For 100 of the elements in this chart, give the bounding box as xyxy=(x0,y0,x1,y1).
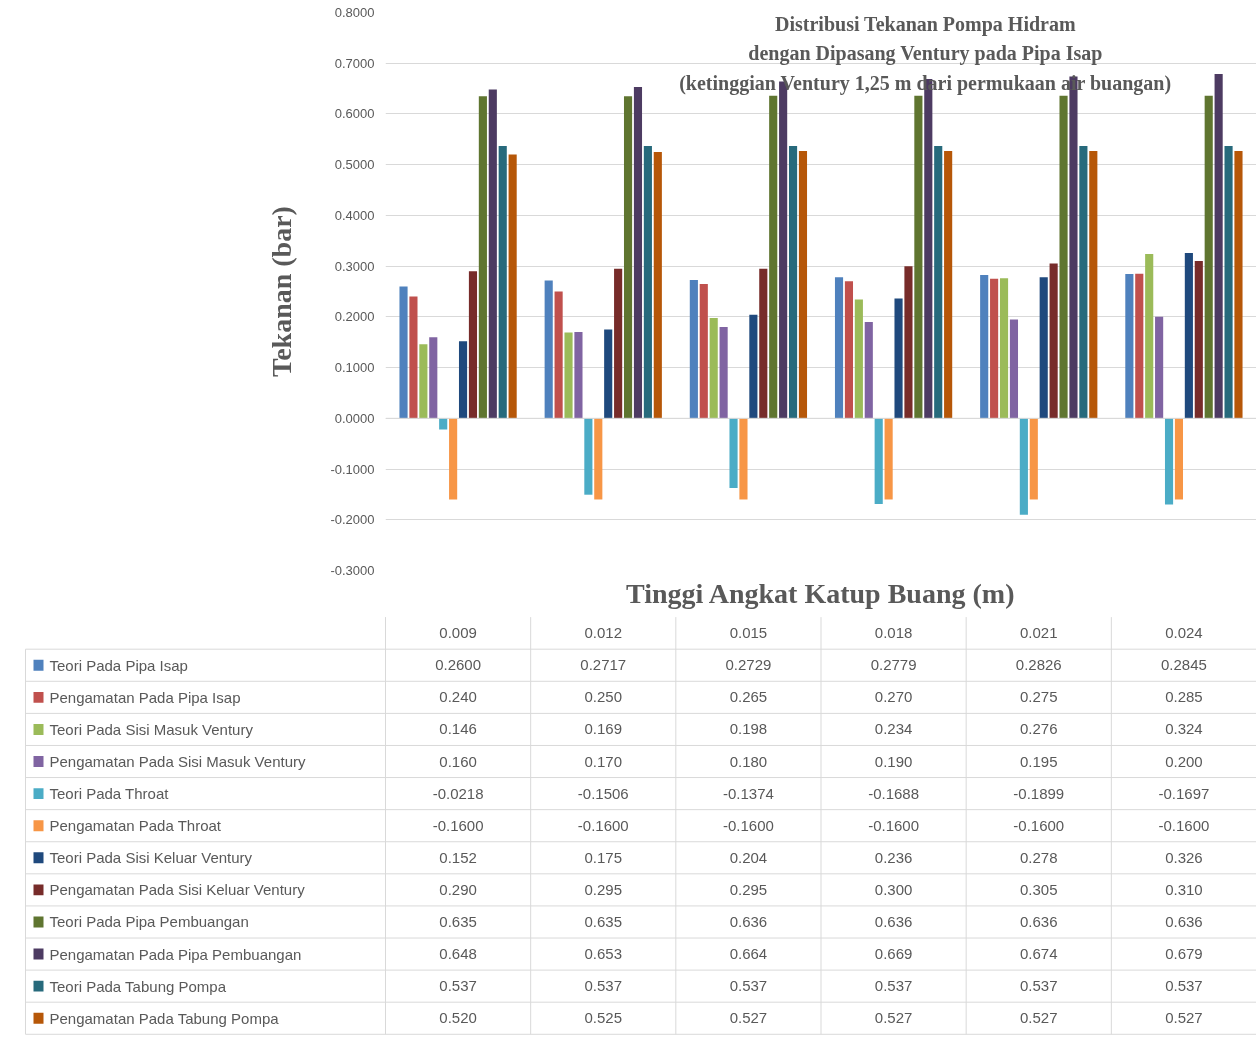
y-tick-label: 0.8000 xyxy=(334,5,375,20)
bar xyxy=(488,89,497,419)
data-label: 0.653 xyxy=(584,945,623,963)
bar xyxy=(1234,150,1243,419)
bar xyxy=(623,96,633,419)
bar xyxy=(980,274,989,419)
legend-label: Teori Pada Tabung Pompa xyxy=(49,977,227,995)
bar xyxy=(699,283,708,419)
legend-label: Pengamatan Pada Sisi Keluar Ventury xyxy=(49,881,306,899)
bar xyxy=(1039,277,1048,419)
bar xyxy=(1049,263,1058,419)
bar xyxy=(884,418,893,500)
y-tick-label: -0.3000 xyxy=(330,563,375,578)
bar xyxy=(944,150,953,419)
bar xyxy=(990,278,999,419)
bar xyxy=(478,96,487,419)
legend-label: Pengamatan Pada Pipa Isap xyxy=(49,688,241,706)
data-label: 0.275 xyxy=(1019,688,1058,706)
data-label: 0.635 xyxy=(584,912,623,930)
x-tick-label: 0.021 xyxy=(1019,624,1058,642)
data-label: 0.636 xyxy=(1019,912,1058,930)
data-label: 0.198 xyxy=(729,720,768,738)
legend-label: Pengamatan Pada Throat xyxy=(49,817,222,835)
bar xyxy=(689,279,698,419)
bar xyxy=(409,296,418,419)
bar xyxy=(759,268,768,419)
bar xyxy=(844,281,854,419)
bar xyxy=(1089,150,1098,419)
data-label: 0.276 xyxy=(1019,720,1058,738)
data-label: 0.195 xyxy=(1019,752,1058,770)
data-label: 0.234 xyxy=(874,720,913,738)
bar xyxy=(554,291,563,419)
bar xyxy=(719,327,728,419)
legend-label: Teori Pada Pipa Pembuangan xyxy=(49,913,249,931)
data-label: -0.1697 xyxy=(1158,784,1210,802)
y-tick-label: 0.1000 xyxy=(334,360,375,376)
data-label: 0.310 xyxy=(1165,880,1203,898)
y-tick-label: -0.1000 xyxy=(330,461,375,477)
legend-label: Teori Pada Pipa Isap xyxy=(49,656,188,674)
data-label: 0.278 xyxy=(1019,848,1058,866)
legend-label: Teori Pada Sisi Keluar Ventury xyxy=(49,849,253,867)
bar xyxy=(449,418,458,500)
legend-label: Teori Pada Sisi Masuk Ventury xyxy=(49,720,254,738)
data-label: 0.527 xyxy=(1165,1009,1203,1027)
bar xyxy=(1184,252,1193,419)
bar xyxy=(633,87,643,419)
legend-label: Teori Pada Throat xyxy=(49,785,170,803)
data-label: 0.679 xyxy=(1165,945,1203,963)
data-label: 0.2826 xyxy=(1015,656,1062,674)
bar xyxy=(864,321,873,419)
data-label: 0.326 xyxy=(1165,848,1203,866)
data-label: 0.525 xyxy=(584,1009,623,1027)
data-label: 0.180 xyxy=(729,752,768,770)
data-label: 0.265 xyxy=(729,688,768,706)
data-label: -0.1600 xyxy=(868,816,920,834)
bar xyxy=(429,337,438,419)
data-label: 0.190 xyxy=(874,752,913,770)
data-label: 0.2779 xyxy=(870,656,917,674)
data-label: -0.1600 xyxy=(1158,816,1210,834)
bar xyxy=(729,418,738,489)
data-label: 0.537 xyxy=(729,977,768,995)
data-label: 0.527 xyxy=(729,1009,768,1027)
y-axis-title: Tekanan (bar) xyxy=(266,206,298,377)
bar xyxy=(904,266,913,419)
bar xyxy=(1059,95,1068,419)
bar xyxy=(798,150,808,419)
data-label: 0.669 xyxy=(874,945,913,963)
bar xyxy=(934,145,943,419)
data-label: 0.236 xyxy=(874,848,913,866)
bar xyxy=(1029,418,1038,500)
data-label: 0.520 xyxy=(439,1009,477,1027)
legend-label: Pengamatan Pada Pipa Pembuangan xyxy=(49,945,302,963)
bar xyxy=(508,154,517,419)
data-label: 0.290 xyxy=(439,880,477,898)
data-label: 0.2729 xyxy=(725,656,772,674)
data-label: 0.270 xyxy=(874,688,913,706)
bar xyxy=(574,332,583,419)
data-label: 0.160 xyxy=(439,752,477,770)
bar xyxy=(614,268,623,419)
y-tick-label: -0.2000 xyxy=(330,512,375,528)
data-label: 0.537 xyxy=(1165,977,1203,995)
data-label: 0.537 xyxy=(439,977,477,995)
data-label: 0.169 xyxy=(584,720,623,738)
data-label: 0.200 xyxy=(1165,752,1203,770)
data-label: 0.146 xyxy=(439,720,477,738)
data-label: -0.1600 xyxy=(722,816,774,834)
data-label: 0.648 xyxy=(439,945,477,963)
data-label: 0.537 xyxy=(584,977,623,995)
bar xyxy=(739,418,748,500)
bar xyxy=(653,152,662,419)
bar xyxy=(419,344,428,419)
bar xyxy=(564,332,573,419)
data-label: -0.1899 xyxy=(1013,784,1065,802)
data-label: 0.635 xyxy=(439,912,477,930)
data-label: 0.537 xyxy=(874,977,913,995)
bar xyxy=(834,277,844,419)
bar xyxy=(1214,73,1223,419)
data-label: 0.285 xyxy=(1165,688,1203,706)
data-label: 0.240 xyxy=(439,688,477,706)
data-label: 0.170 xyxy=(584,752,623,770)
